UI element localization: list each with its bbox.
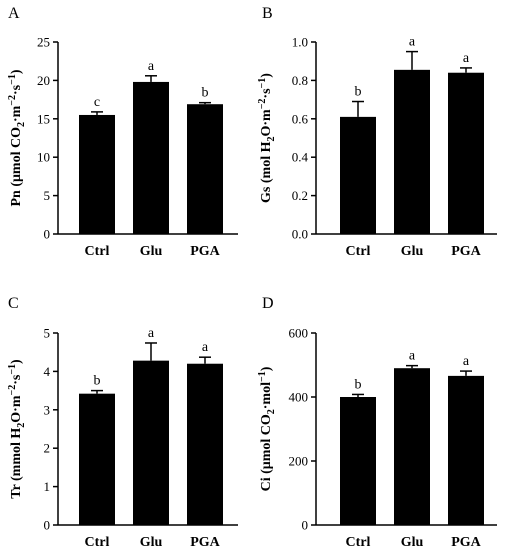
y-tick-label: 0.0: [292, 227, 308, 242]
x-tick-label: PGA: [190, 244, 220, 259]
y-tick-label: 3: [44, 402, 51, 417]
y-tick-label: 5: [44, 326, 51, 341]
x-tick-label: Ctrl: [346, 244, 371, 259]
y-axis-label: Gs (mol H2O·m−2·s−1): [257, 73, 277, 203]
y-axis-label-part: −2: [7, 385, 18, 396]
x-tick-label: PGA: [451, 535, 481, 550]
panel-label: B: [262, 5, 273, 22]
y-tick-label: 1: [44, 479, 51, 494]
y-axis-label-part: ·s: [9, 84, 24, 95]
x-tick-label: Ctrl: [346, 535, 371, 550]
x-tick-label: Glu: [401, 535, 424, 550]
y-axis-label-part: ): [9, 359, 24, 364]
y-axis-label-part: Tr (mmol H: [9, 428, 24, 499]
panel-label: C: [8, 295, 19, 312]
y-tick-label: 15: [37, 111, 50, 126]
y-tick-label: 0: [44, 227, 51, 242]
y-axis-label-part: ): [259, 73, 274, 78]
y-axis-label-part: ·s: [259, 88, 274, 99]
bar: [340, 397, 376, 525]
bar: [448, 375, 484, 525]
panel-label: D: [262, 295, 274, 312]
y-tick-label: 1.0: [292, 35, 308, 50]
y-tick-label: 4: [44, 364, 51, 379]
y-axis-label-part: ·s: [9, 374, 24, 385]
y-tick-label: 2: [44, 441, 51, 456]
significance-letter: a: [148, 59, 155, 74]
significance-letter: a: [409, 349, 416, 364]
y-axis-label-part: −1: [7, 74, 18, 85]
y-axis-label-part: ): [259, 366, 274, 371]
x-tick-label: Ctrl: [85, 535, 110, 550]
bar: [394, 368, 430, 525]
y-axis-label: Pn (μmol CO2·m−2·s−1): [7, 69, 27, 206]
y-tick-label: 0.6: [292, 111, 309, 126]
y-axis-label-part: −1: [7, 364, 18, 375]
y-axis-label-part: 2: [266, 409, 277, 414]
y-tick-label: 600: [289, 326, 309, 341]
y-axis-label-part: Gs (mol H: [259, 141, 274, 203]
significance-letter: b: [94, 374, 101, 389]
y-axis-label-part: −2: [7, 95, 18, 106]
significance-letter: c: [94, 95, 100, 110]
bar: [340, 116, 376, 234]
y-tick-label: 10: [37, 150, 50, 165]
bar: [79, 393, 115, 525]
y-axis-label-part: 2: [16, 122, 27, 127]
significance-letter: a: [463, 354, 470, 369]
y-axis-label-part: 2: [16, 423, 27, 428]
y-tick-label: 0: [302, 518, 309, 533]
y-tick-label: 0: [44, 518, 51, 533]
x-tick-label: Glu: [140, 244, 163, 259]
x-tick-label: PGA: [451, 244, 481, 259]
significance-letter: b: [202, 86, 209, 101]
panel-label: A: [8, 5, 20, 22]
significance-letter: a: [409, 35, 416, 50]
y-axis-label-part: −1: [257, 371, 268, 382]
significance-letter: a: [463, 51, 470, 66]
y-tick-label: 25: [37, 35, 50, 50]
significance-letter: b: [355, 377, 362, 392]
y-axis-label-part: ·m: [9, 105, 24, 122]
bar: [187, 363, 223, 525]
y-axis-label: Ci (μmol CO2·mol−1): [257, 366, 277, 491]
chart-panel-d: D 0 200 400 600 Ci (μmol CO2·mol−1) b Ctrl a Glu a…: [257, 295, 497, 550]
y-axis-label-part: Pn (μmol CO: [9, 127, 24, 207]
y-axis-label-part: Ci (μmol CO: [259, 414, 274, 491]
bar: [79, 114, 115, 234]
y-tick-label: 0.2: [292, 188, 308, 203]
y-axis-label-part: 2: [266, 136, 277, 141]
significance-letter: a: [202, 340, 209, 355]
y-axis-label-part: ): [9, 69, 24, 74]
y-axis-label: Tr (mmol H2O·m−2·s−1): [7, 359, 27, 499]
y-axis-label-part: −2: [257, 99, 268, 110]
y-axis-label-part: O·m: [9, 395, 24, 423]
y-axis-label-part: O·m: [259, 109, 274, 137]
y-axis-label-part: ·mol: [259, 382, 274, 409]
x-tick-label: Ctrl: [85, 244, 110, 259]
y-tick-label: 5: [44, 188, 51, 203]
y-tick-label: 0.4: [292, 150, 309, 165]
bar: [394, 69, 430, 234]
significance-letter: b: [355, 85, 362, 100]
x-tick-label: PGA: [190, 535, 220, 550]
bar: [133, 81, 169, 234]
chart-panel-b: B 0.0 0.2 0.4 0.6 0.8 1.0 Gs (mol H2O·m−2·s−1) b…: [257, 5, 497, 259]
y-tick-label: 20: [37, 73, 50, 88]
bar: [187, 104, 223, 234]
y-tick-label: 200: [289, 454, 309, 469]
significance-letter: a: [148, 326, 155, 341]
y-tick-label: 0.8: [292, 73, 308, 88]
y-axis-label-part: −1: [257, 78, 268, 89]
bar: [448, 72, 484, 234]
x-tick-label: Glu: [140, 535, 163, 550]
x-tick-label: Glu: [401, 244, 424, 259]
bar: [133, 360, 169, 525]
chart-panel-a: A 0 5 10 15 20 25 Pn (μmol CO2·m−2·s−1) c Ctrl a Gl…: [7, 5, 238, 259]
y-tick-label: 400: [289, 390, 309, 405]
